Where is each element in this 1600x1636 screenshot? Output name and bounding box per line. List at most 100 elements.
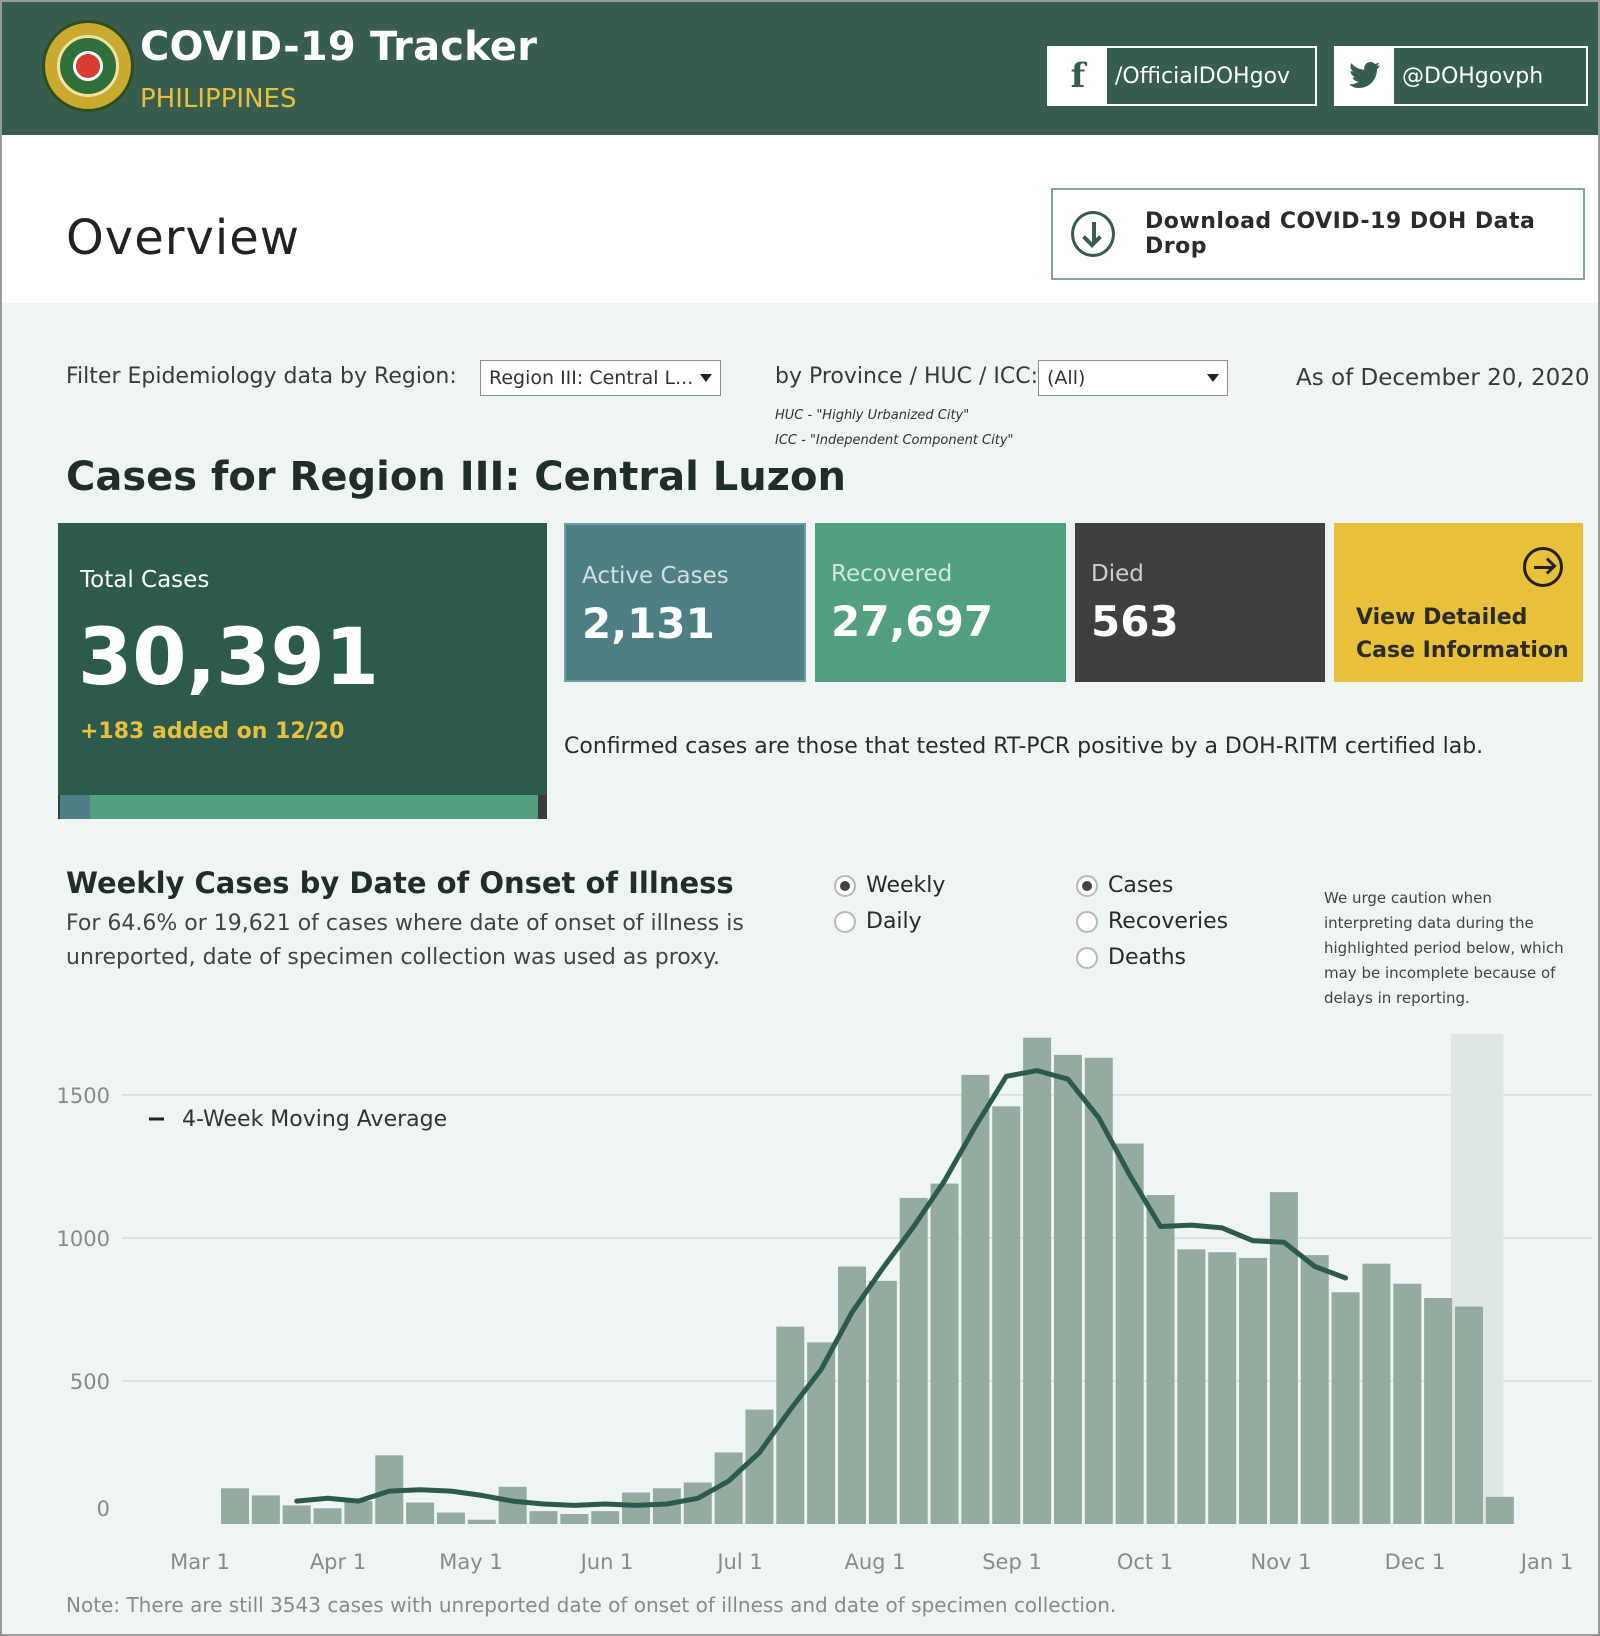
weekly-bar (868, 1280, 897, 1524)
died-label: Died (1091, 561, 1144, 587)
weekly-sub-line-2: unreported, date of specimen collection … (66, 945, 720, 970)
y-tick-label: 0 (97, 1497, 110, 1521)
weekly-bar (1023, 1037, 1052, 1524)
weekly-bar (683, 1482, 712, 1524)
moving-average-line (294, 1068, 1349, 1508)
weekly-bar (1424, 1298, 1453, 1524)
radio-deaths[interactable]: Deaths (1076, 945, 1186, 970)
weekly-chart-subtitle: For 64.6% or 19,621 of cases where date … (66, 907, 786, 975)
y-tick-label: 1500 (57, 1084, 110, 1108)
x-tick-label: Oct 1 (1117, 1550, 1173, 1574)
y-tick-label: 1000 (57, 1227, 110, 1251)
radio-daily-dot (834, 910, 856, 933)
detail-line-1: View Detailed (1356, 605, 1528, 630)
weekly-bar (221, 1488, 249, 1524)
weekly-bar (1177, 1249, 1206, 1524)
x-tick-label: Jun 1 (579, 1550, 634, 1574)
x-tick-label: Sep 1 (982, 1550, 1042, 1574)
weekly-bar (1208, 1252, 1237, 1524)
x-axis-labels: Mar 1 Apr 1 May 1 Jun 1 Jul 1 Aug 1 Sep 1 Oct 1… (170, 1550, 1573, 1574)
x-tick-label: Jul 1 (715, 1550, 762, 1574)
x-tick-label: Dec 1 (1385, 1550, 1446, 1574)
confirmed-cases-note: Confirmed cases are those that tested RT… (564, 734, 1484, 759)
total-cases-added: +183 added on 12/20 (80, 719, 345, 744)
x-tick-label: Nov 1 (1250, 1550, 1311, 1574)
twitter-icon (1336, 48, 1394, 104)
died-value: 563 (1091, 597, 1179, 646)
footnote: Note: There are still 3543 cases with un… (66, 1593, 1117, 1617)
weekly-bar (745, 1409, 774, 1524)
active-cases-tile: Active Cases 2,131 (564, 523, 806, 682)
weekly-bar (406, 1502, 435, 1524)
facebook-icon: f (1049, 48, 1107, 104)
radio-cases[interactable]: Cases (1076, 873, 1173, 898)
weekly-bar (1239, 1257, 1268, 1524)
weekly-bar (899, 1197, 928, 1524)
weekly-chart-title: Weekly Cases by Date of Onset of Illness (66, 866, 734, 900)
weekly-bar (282, 1505, 311, 1524)
app-title: COVID-19 Tracker (140, 24, 538, 70)
region-filter-label: Filter Epidemiology data by Region: (66, 364, 457, 389)
recovered-label: Recovered (831, 561, 953, 587)
radio-daily[interactable]: Daily (834, 909, 922, 934)
doh-seal-logo (42, 20, 134, 112)
radio-deaths-dot (1076, 946, 1098, 969)
region-select-value: Region III: Central L... (489, 367, 694, 389)
weekly-bar (1146, 1195, 1175, 1524)
caution-note: We urge caution when interpreting data d… (1324, 889, 1564, 1007)
radio-daily-label: Daily (866, 909, 922, 934)
weekly-bar (467, 1519, 496, 1524)
weekly-bar (622, 1492, 651, 1524)
weekly-bar (1115, 1143, 1144, 1524)
weekly-bar (992, 1106, 1021, 1524)
chevron-down-icon (1207, 374, 1219, 382)
download-icon (1071, 211, 1116, 257)
overview-band: Overview Download COVID-19 DOH Data Drop (2, 135, 1598, 303)
arrow-right-circle-icon (1523, 547, 1563, 587)
weekly-bar (1084, 1057, 1113, 1524)
weekly-bar (560, 1513, 589, 1524)
total-cases-value: 30,391 (78, 613, 379, 703)
recovered-tile: Recovered 27,697 (815, 523, 1066, 682)
view-detailed-case-button[interactable]: View Detailed Case Information (1334, 523, 1583, 682)
active-cases-label: Active Cases (582, 563, 729, 589)
radio-cases-dot (1076, 874, 1098, 897)
weekly-bar (1331, 1292, 1360, 1524)
radio-weekly[interactable]: Weekly (834, 873, 945, 898)
weekly-sub-line-1: For 64.6% or 19,621 of cases where date … (66, 911, 744, 936)
weekly-bar (498, 1486, 527, 1524)
page-title: Overview (66, 210, 300, 266)
weekly-bar (1300, 1255, 1329, 1524)
radio-recoveries[interactable]: Recoveries (1076, 909, 1228, 934)
total-cases-tile: Total Cases 30,391 +183 added on 12/20 (58, 523, 547, 795)
weekly-bar (1455, 1306, 1483, 1524)
as-of-date: As of December 20, 2020 (1296, 365, 1590, 391)
detail-line-2: Case Information (1356, 638, 1569, 663)
twitter-handle: @DOHgovph (1394, 48, 1586, 104)
active-segment (60, 795, 90, 819)
radio-weekly-label: Weekly (866, 873, 946, 898)
x-tick-label: May 1 (439, 1550, 502, 1574)
radio-weekly-dot (834, 874, 856, 897)
download-data-drop-button[interactable]: Download COVID-19 DOH Data Drop (1051, 188, 1585, 280)
region-select[interactable]: Region III: Central L... (480, 360, 721, 396)
chart-legend: 4-Week Moving Average (149, 1107, 447, 1132)
chevron-down-icon (700, 374, 712, 382)
y-tick-label: 500 (70, 1370, 110, 1394)
huc-note: HUC - "Highly Urbanized City" (775, 408, 970, 423)
weekly-bar (1362, 1263, 1391, 1524)
facebook-link[interactable]: f /OfficialDOHgov (1047, 46, 1317, 106)
province-select-value: (All) (1047, 367, 1086, 389)
province-select[interactable]: (All) (1038, 360, 1228, 396)
legend-moving-average: 4-Week Moving Average (182, 1107, 447, 1132)
weekly-bar (529, 1511, 558, 1524)
app-subtitle: PHILIPPINES (140, 84, 297, 114)
weekly-bar (930, 1183, 959, 1524)
total-cases-label: Total Cases (80, 567, 210, 593)
weekly-bar (1393, 1283, 1422, 1524)
x-tick-label: Apr 1 (310, 1550, 366, 1574)
x-tick-label: Mar 1 (170, 1550, 230, 1574)
weekly-bar (1485, 1496, 1514, 1524)
twitter-link[interactable]: @DOHgovph (1334, 46, 1588, 106)
